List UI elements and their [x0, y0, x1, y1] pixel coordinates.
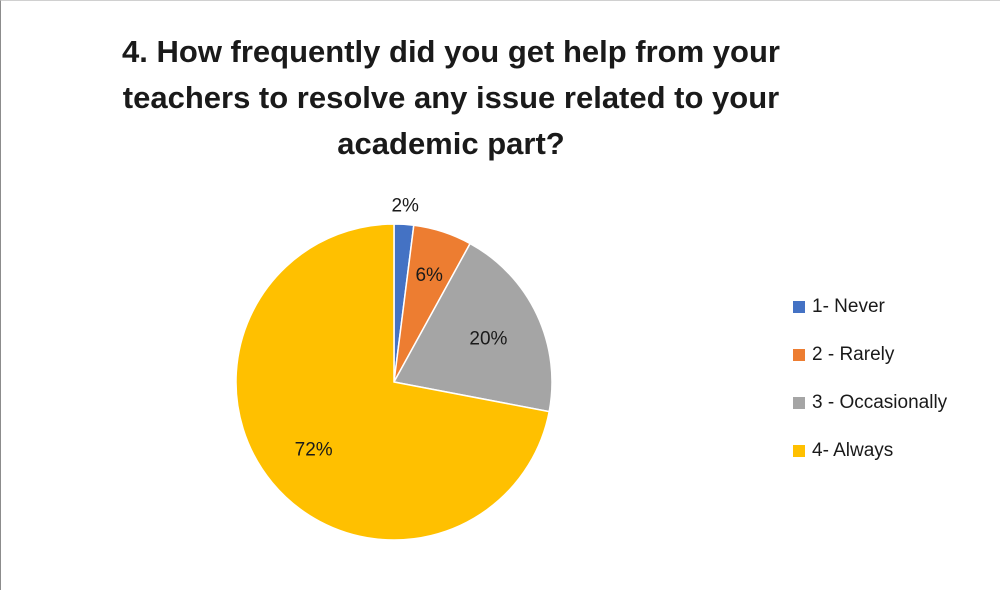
data-label-always: 72%: [295, 440, 333, 461]
data-label-occasionally: 20%: [469, 329, 507, 350]
pie-slice-occasionally: [392, 242, 553, 413]
legend-item-always: 4- Always: [793, 439, 947, 463]
legend-item-never: 1- Never: [793, 295, 947, 319]
legend-label: 3 - Occasionally: [812, 392, 948, 413]
legend-swatch: [793, 349, 805, 361]
pie-slice-always: [235, 223, 551, 541]
legend-swatch: [793, 397, 805, 409]
legend-swatch: [793, 445, 805, 457]
data-label-rarely: 6%: [415, 265, 443, 286]
data-label-never: 2%: [391, 195, 419, 216]
legend-item-rarely: 2 - Rarely: [793, 343, 947, 367]
legend: 1- Never 2 - Rarely 3 - Occasionally 4- …: [793, 295, 947, 487]
legend-label: 2 - Rarely: [812, 344, 895, 365]
legend-item-occasionally: 3 - Occasionally: [793, 391, 947, 415]
legend-label: 4- Always: [812, 440, 894, 461]
chart-title: 4. How frequently did you get help from …: [122, 34, 780, 161]
legend-swatch: [793, 301, 805, 313]
legend-label: 1- Never: [812, 296, 885, 317]
